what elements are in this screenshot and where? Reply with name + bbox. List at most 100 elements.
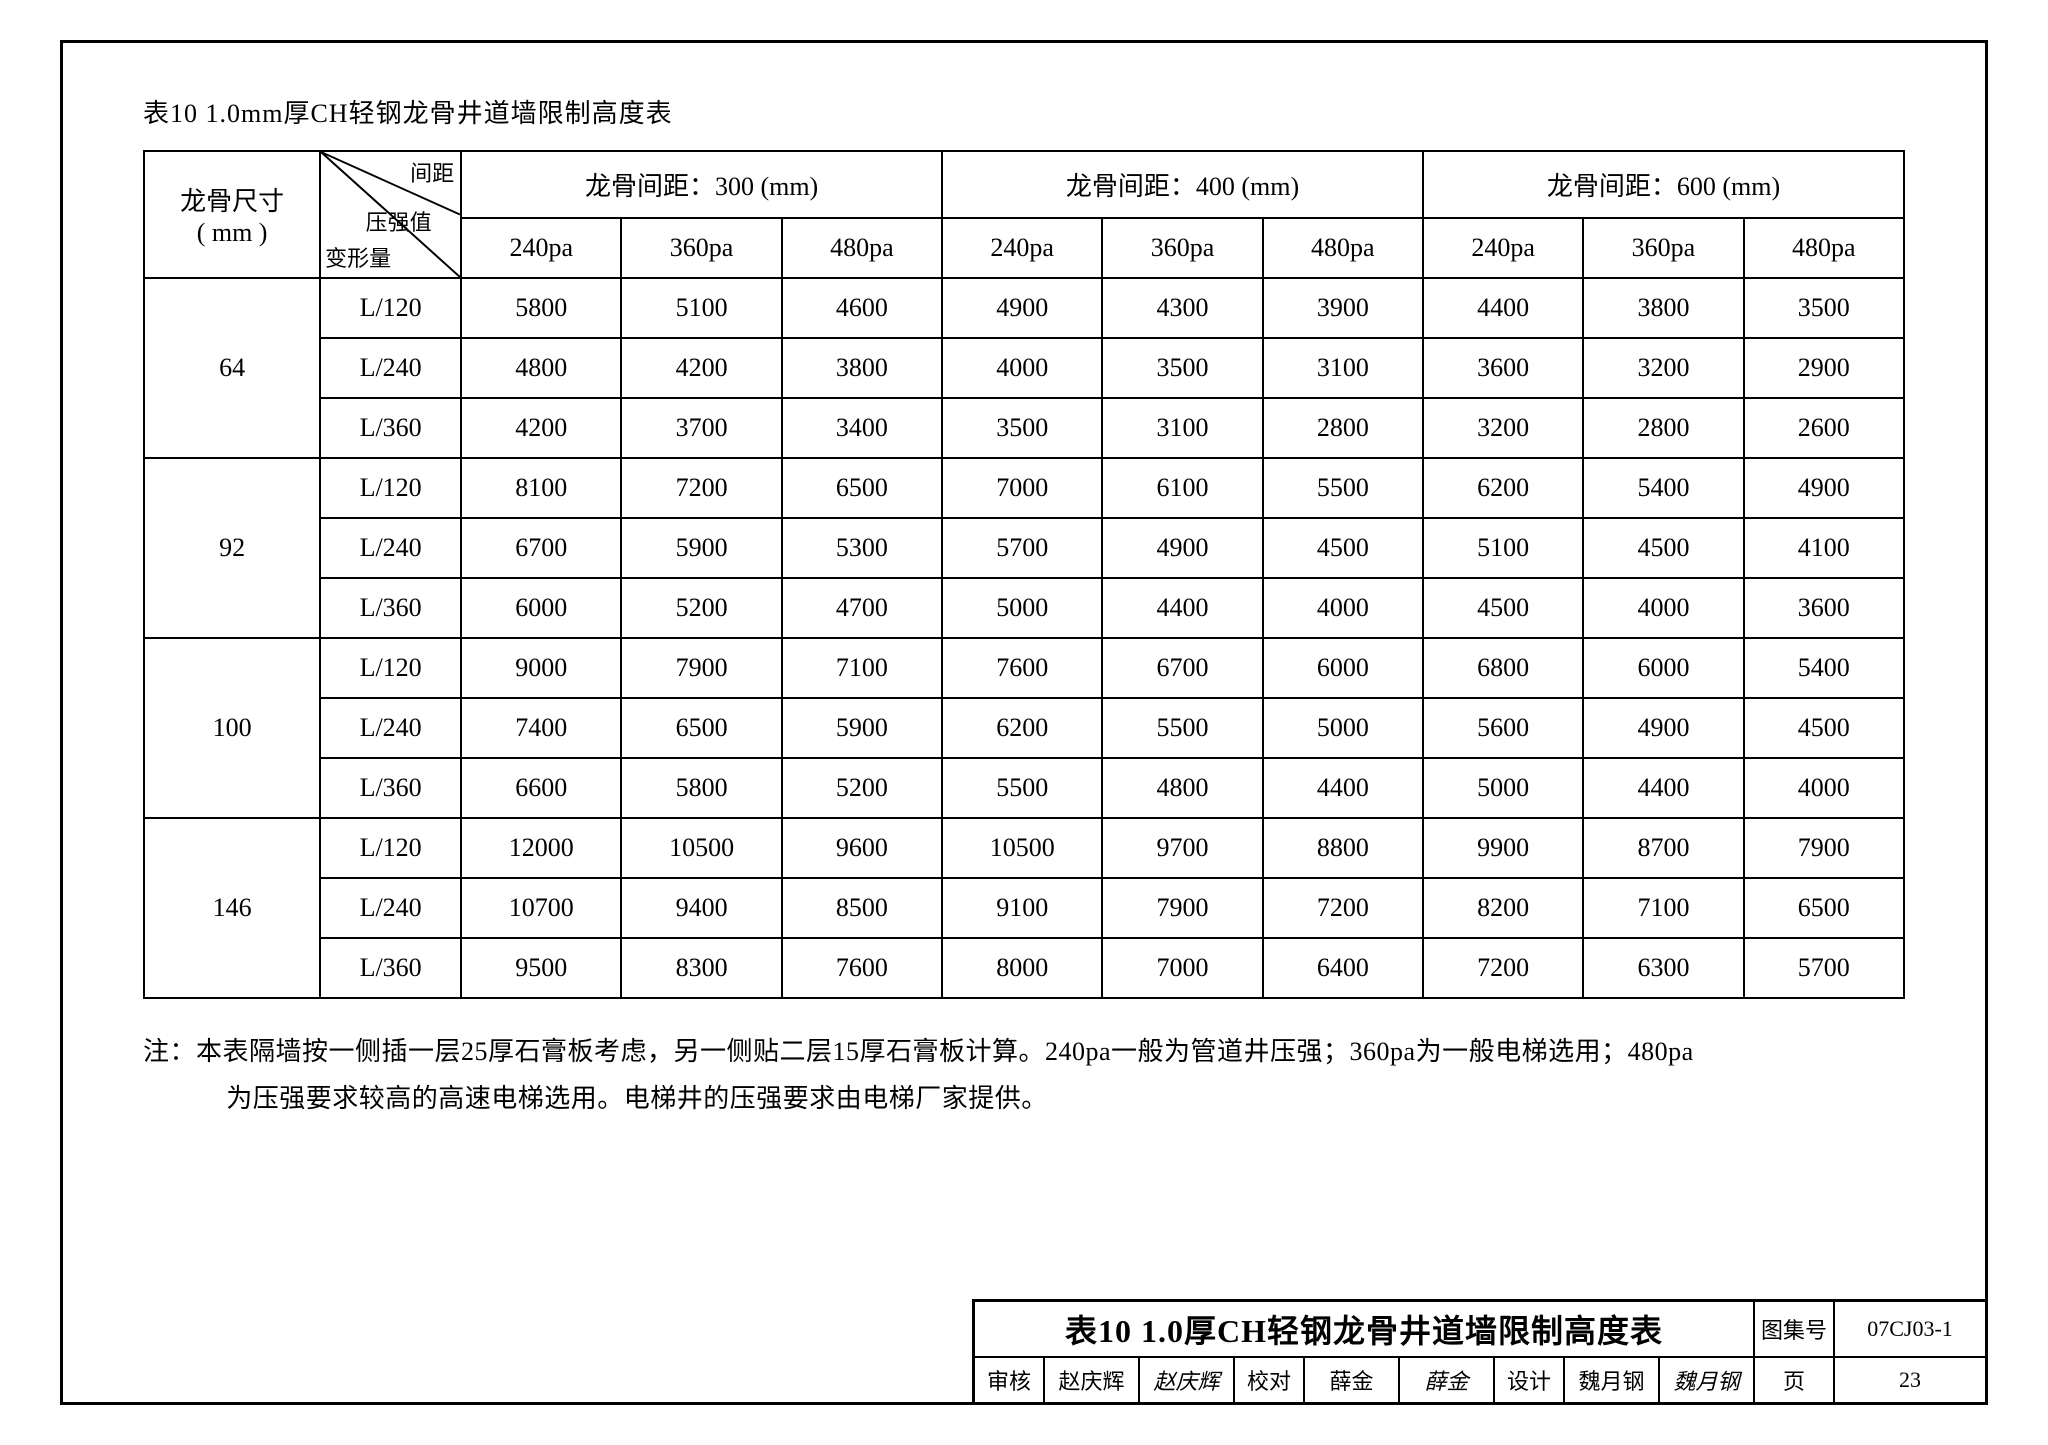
value-cell: 5400 (1583, 458, 1743, 518)
value-cell: 7100 (782, 638, 942, 698)
footnote: 注：本表隔墙按一侧插一层25厚石膏板考虑，另一侧贴二层15厚石膏板计算。240p… (143, 1029, 1905, 1123)
value-cell: 8500 (782, 878, 942, 938)
value-cell: 6100 (1102, 458, 1262, 518)
value-cell: 8700 (1583, 818, 1743, 878)
table-row: 64L/120580051004600490043003900440038003… (144, 278, 1904, 338)
table-row: 92L/120810072006500700061005500620054004… (144, 458, 1904, 518)
value-cell: 9600 (782, 818, 942, 878)
value-cell: 2600 (1744, 398, 1904, 458)
value-cell: 5500 (1102, 698, 1262, 758)
value-cell: 4500 (1744, 698, 1904, 758)
deflection-cell: L/240 (320, 518, 461, 578)
atlas-label: 图集号 (1755, 1302, 1835, 1358)
value-cell: 6300 (1583, 938, 1743, 998)
value-cell: 4900 (1102, 518, 1262, 578)
value-cell: 6800 (1423, 638, 1583, 698)
value-cell: 6000 (461, 578, 621, 638)
value-cell: 4000 (942, 338, 1102, 398)
deflection-cell: L/240 (320, 698, 461, 758)
value-cell: 5100 (621, 278, 781, 338)
value-cell: 3800 (782, 338, 942, 398)
size-cell: 100 (144, 638, 320, 818)
pressure-header: 360pa (621, 218, 781, 278)
table-row: L/36095008300760080007000640072006300570… (144, 938, 1904, 998)
value-cell: 8800 (1263, 818, 1423, 878)
check-label: 校对 (1235, 1358, 1305, 1402)
value-cell: 12000 (461, 818, 621, 878)
value-cell: 4500 (1263, 518, 1423, 578)
value-cell: 5900 (782, 698, 942, 758)
value-cell: 3600 (1744, 578, 1904, 638)
value-cell: 3200 (1583, 338, 1743, 398)
review-signature: 赵庆辉 (1140, 1358, 1235, 1402)
value-cell: 3200 (1423, 398, 1583, 458)
value-cell: 5700 (1744, 938, 1904, 998)
value-cell: 5700 (942, 518, 1102, 578)
value-cell: 6200 (942, 698, 1102, 758)
diag-spacing-label: 间距 (410, 156, 454, 188)
deflection-cell: L/360 (320, 578, 461, 638)
table-row: L/36060005200470050004400400045004000360… (144, 578, 1904, 638)
spacing-group-300: 龙骨间距：300 (mm) (461, 151, 942, 218)
deflection-cell: L/120 (320, 818, 461, 878)
diagonal-header: 间距 压强值 变形量 (320, 151, 461, 278)
value-cell: 4800 (1102, 758, 1262, 818)
value-cell: 4600 (782, 278, 942, 338)
value-cell: 4500 (1423, 578, 1583, 638)
value-cell: 5100 (1423, 518, 1583, 578)
pressure-header: 240pa (461, 218, 621, 278)
table-row: L/24074006500590062005500500056004900450… (144, 698, 1904, 758)
size-label-2: ( mm ) (149, 218, 315, 248)
value-cell: 6400 (1263, 938, 1423, 998)
note-label: 注： (143, 1037, 196, 1066)
value-cell: 9900 (1423, 818, 1583, 878)
deflection-cell: L/120 (320, 458, 461, 518)
value-cell: 5200 (782, 758, 942, 818)
value-cell: 2800 (1263, 398, 1423, 458)
pressure-header: 360pa (1583, 218, 1743, 278)
value-cell: 5500 (942, 758, 1102, 818)
value-cell: 8000 (942, 938, 1102, 998)
value-cell: 8100 (461, 458, 621, 518)
title-block: 表10 1.0厚CH轻钢龙骨井道墙限制高度表 图集号 07CJ03-1 审核 赵… (972, 1299, 1985, 1402)
value-cell: 3400 (782, 398, 942, 458)
size-cell: 64 (144, 278, 320, 458)
size-cell: 92 (144, 458, 320, 638)
col-size-header: 龙骨尺寸 ( mm ) (144, 151, 320, 278)
table-header: 龙骨尺寸 ( mm ) 间距 压强值 变形量 龙骨间距：300 (mm) 龙骨间… (144, 151, 1904, 278)
value-cell: 7600 (942, 638, 1102, 698)
value-cell: 4400 (1102, 578, 1262, 638)
review-label: 审核 (975, 1358, 1045, 1402)
size-label-1: 龙骨尺寸 (149, 181, 315, 218)
design-label: 设计 (1495, 1358, 1565, 1402)
value-cell: 7900 (1744, 818, 1904, 878)
value-cell: 4000 (1263, 578, 1423, 638)
table-row: L/24067005900530057004900450051004500410… (144, 518, 1904, 578)
diag-pressure-label: 压强值 (366, 205, 432, 237)
pressure-header: 480pa (1744, 218, 1904, 278)
value-cell: 3800 (1583, 278, 1743, 338)
value-cell: 3900 (1263, 278, 1423, 338)
value-cell: 7600 (782, 938, 942, 998)
pressure-header: 240pa (942, 218, 1102, 278)
value-cell: 4800 (461, 338, 621, 398)
value-cell: 6500 (782, 458, 942, 518)
value-cell: 2800 (1583, 398, 1743, 458)
value-cell: 6000 (1263, 638, 1423, 698)
page-value: 23 (1835, 1358, 1985, 1402)
value-cell: 4400 (1583, 758, 1743, 818)
content-area: 表10 1.0mm厚CH轻钢龙骨井道墙限制高度表 龙骨尺寸 ( mm ) (63, 43, 1985, 1123)
value-cell: 10500 (621, 818, 781, 878)
value-cell: 3500 (1102, 338, 1262, 398)
page-label: 页 (1755, 1358, 1835, 1402)
value-cell: 6000 (1583, 638, 1743, 698)
note-line-1: 本表隔墙按一侧插一层25厚石膏板考虑，另一侧贴二层15厚石膏板计算。240pa一… (196, 1037, 1694, 1066)
value-cell: 9400 (621, 878, 781, 938)
table-caption: 表10 1.0mm厚CH轻钢龙骨井道墙限制高度表 (143, 93, 1905, 130)
value-cell: 5900 (621, 518, 781, 578)
value-cell: 5300 (782, 518, 942, 578)
deflection-cell: L/120 (320, 638, 461, 698)
deflection-cell: L/240 (320, 338, 461, 398)
pressure-header: 480pa (1263, 218, 1423, 278)
value-cell: 7000 (1102, 938, 1262, 998)
